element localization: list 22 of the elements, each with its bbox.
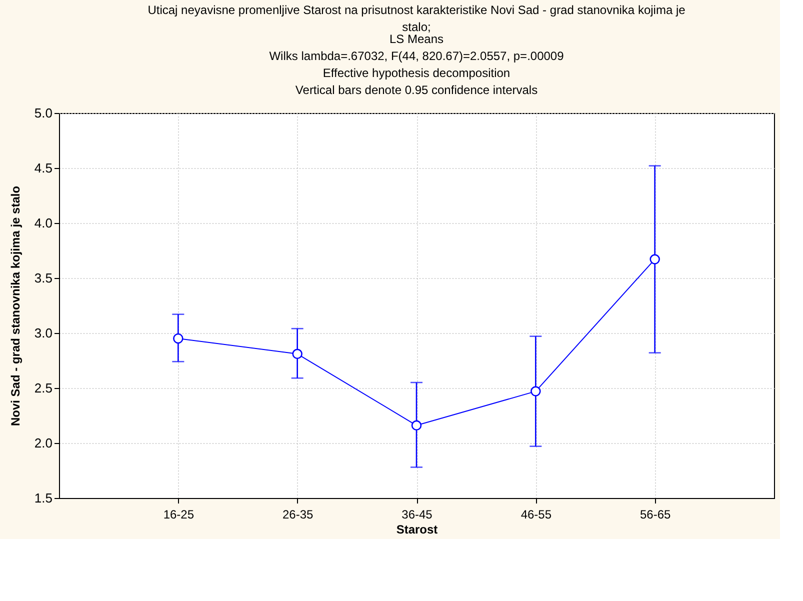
- x-axis-title: Starost: [396, 522, 438, 536]
- point: [292, 348, 302, 360]
- y-tick-label: 4.5: [34, 160, 52, 176]
- x-tick-label: 26-35: [282, 508, 314, 522]
- y-tick-label: 5.0: [34, 106, 52, 120]
- chart-title: Uticaj neyavisne promenljive Starost na prisutnost karakteristike Novi Sad - grad stanovnika kojima je stalo;: [148, 3, 686, 34]
- x-tick-label: 16-25: [163, 508, 194, 522]
- point: [530, 386, 541, 396]
- point: [411, 420, 422, 431]
- y-axis-title: Novi Sad - grad stanovnika kojima je stalo: [8, 186, 22, 426]
- chart-subtitle: LS Means Wilks lambda=.67032, F(44, 820.67)=2.0557, p=.00009 Effective hypothesis decomposition Vertical bars denote 0.95 confidence intervals: [269, 32, 564, 97]
- y-tick-label: 1.5: [34, 490, 52, 506]
- y-tick-label: 2.5: [34, 380, 52, 396]
- point: [650, 254, 660, 264]
- x-tick-label: 56-65: [640, 508, 671, 522]
- y-tick-label: 2.0: [34, 436, 52, 450]
- y-tick-label: 3.0: [34, 326, 52, 340]
- point: [173, 333, 184, 344]
- x-tick-label: 36-45: [402, 508, 433, 522]
- y-tick-label: 4.0: [34, 216, 52, 230]
- y-tick-label: 3.5: [34, 270, 52, 286]
- x-tick-label: 46-55: [520, 508, 552, 522]
